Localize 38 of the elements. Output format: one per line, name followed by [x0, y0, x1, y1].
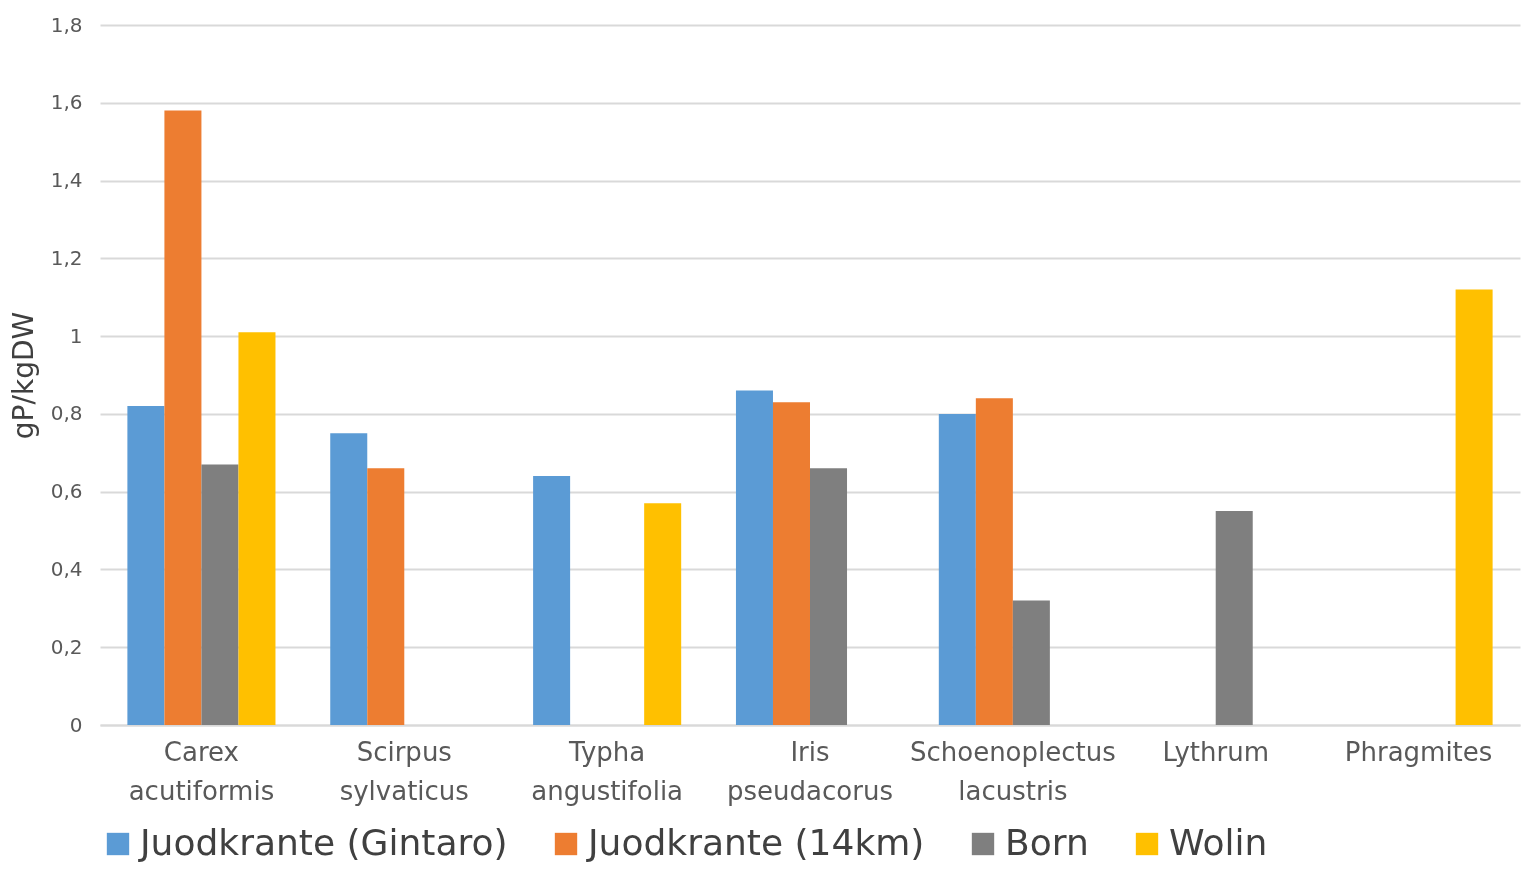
y-tick-label: 0,4 [50, 556, 83, 581]
legend-label: Juodkrante (Gintaro) [138, 822, 508, 863]
bar [938, 413, 976, 725]
x-tick-label: Lythrum [1162, 736, 1270, 767]
y-tick-label: 1,2 [50, 245, 83, 270]
y-tick-label: 1 [69, 323, 83, 348]
legend-label: Wolin [1169, 822, 1268, 863]
x-tick-label: Typha angustifolia [531, 736, 684, 806]
y-axis-title: gP/kgDW [6, 311, 40, 440]
y-tick-label: 0 [69, 712, 83, 737]
x-tick-label: Schoenoplectus lacustris [909, 736, 1116, 806]
bar [644, 503, 682, 725]
bar [533, 476, 571, 725]
bar [1012, 600, 1050, 725]
y-tick-label: 1,8 [50, 12, 83, 37]
bar [238, 332, 276, 725]
bar [330, 433, 368, 725]
x-tick-label: Iris pseudacorus [727, 736, 893, 806]
y-tick-label: 0,6 [50, 479, 83, 504]
bar [772, 402, 810, 725]
bar [975, 398, 1013, 725]
bar [164, 110, 202, 725]
y-tick-label: 0,2 [50, 634, 83, 659]
x-tick-label: Phragmites [1344, 736, 1493, 767]
y-tick-label: 1,4 [50, 168, 83, 193]
bar [127, 406, 165, 725]
legend-label: Born [1005, 822, 1089, 863]
bar [367, 468, 405, 725]
bar [201, 464, 239, 725]
x-tick-label: Carex acutiformis [128, 736, 275, 806]
bar [1215, 511, 1253, 725]
y-tick-label: 1,6 [50, 90, 83, 115]
bar [735, 390, 773, 725]
bar [810, 468, 848, 725]
y-tick-label: 0,8 [50, 401, 83, 426]
x-tick-label: Scirpus sylvaticus [339, 736, 469, 806]
bar [1455, 289, 1493, 725]
legend-label: Juodkrante (14km) [586, 822, 925, 863]
